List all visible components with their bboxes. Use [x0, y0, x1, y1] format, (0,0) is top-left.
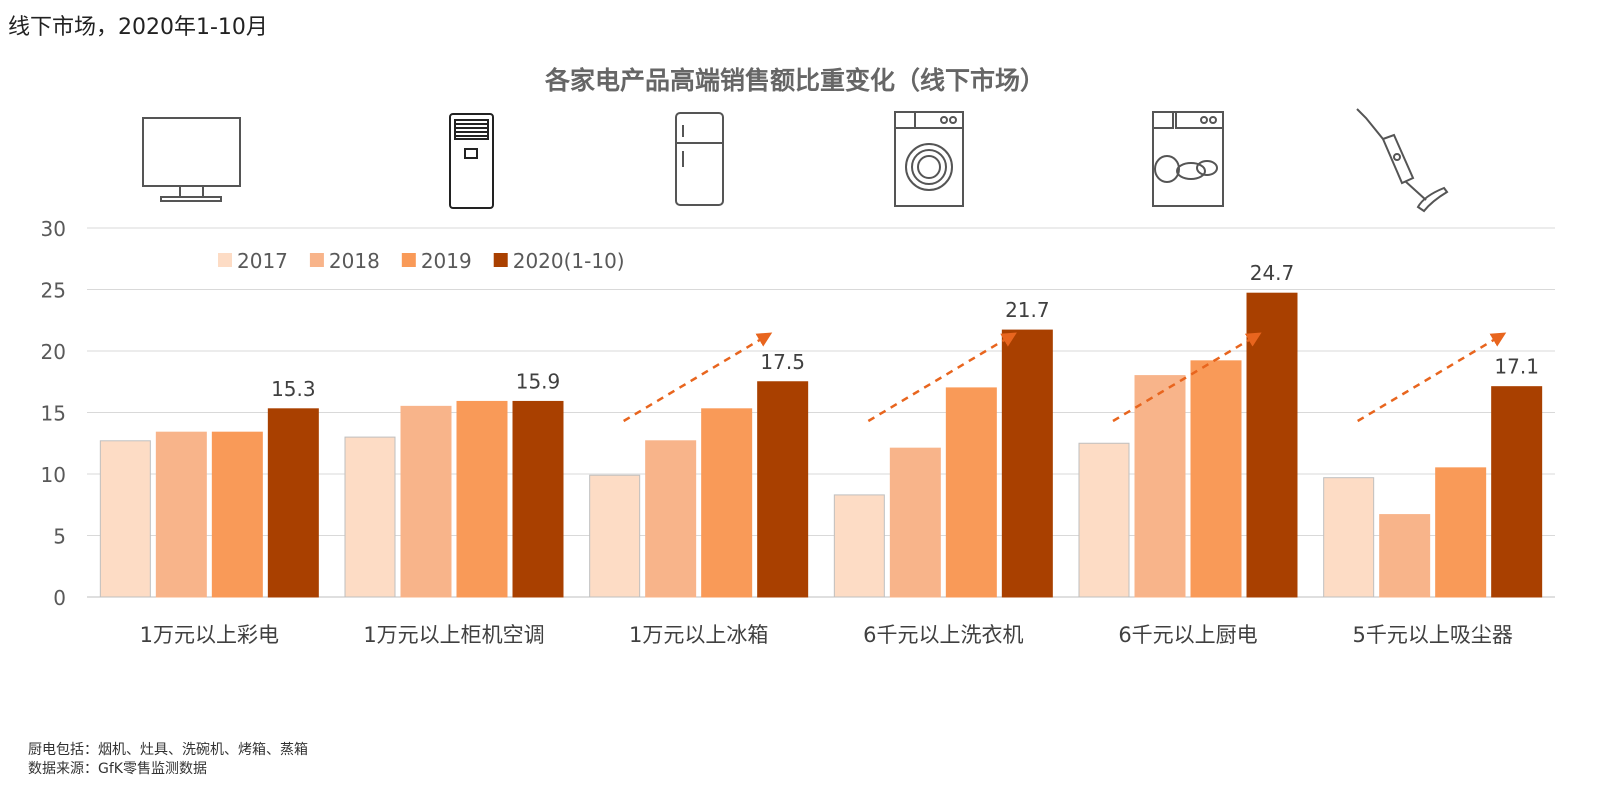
trend-arrows: [623, 332, 1507, 423]
bar: [1190, 360, 1242, 598]
category-label: 1万元以上彩电: [140, 623, 279, 647]
category-label: 1万元以上柜机空调: [363, 623, 544, 647]
y-tick-label: 25: [41, 279, 66, 303]
trend-arrow: [623, 332, 773, 423]
trend-arrow: [1112, 332, 1262, 423]
bar: [211, 431, 263, 598]
category-label: 6千元以上厨电: [1118, 623, 1257, 647]
legend-label: 2019: [421, 249, 472, 273]
bar: [1001, 329, 1053, 598]
bar: [833, 494, 885, 598]
legend-label: 2017: [237, 249, 288, 273]
data-label: 21.7: [1005, 298, 1050, 322]
bar: [344, 436, 396, 598]
refrigerator-icon: [675, 112, 724, 206]
footnote-kitchen: 厨电包括：烟机、灶具、洗碗机、烤箱、蒸箱: [28, 742, 308, 758]
bar: [1491, 386, 1543, 598]
bar: [1435, 467, 1487, 598]
category-label: 5千元以上吸尘器: [1352, 623, 1512, 647]
data-label: 17.1: [1494, 355, 1539, 379]
tv-icon: [142, 117, 241, 202]
bars: [99, 292, 1543, 598]
bar: [701, 408, 753, 598]
data-labels: 15.3 15.9 17.5 21.7 24.7 17.1: [271, 261, 1539, 401]
legend-label: 2020(1-10): [513, 249, 625, 273]
bar: [1323, 477, 1375, 598]
icon-row: [142, 108, 1449, 213]
y-axis-ticks: 0 5 10 15 20 25 30: [41, 217, 66, 610]
y-tick-label: 5: [53, 525, 66, 549]
bar: [589, 474, 641, 598]
x-axis-categories: 1万元以上彩电 1万元以上柜机空调 1万元以上冰箱 6千元以上洗衣机 6千元以上厨电 5千…: [140, 623, 1513, 647]
category-label: 1万元以上冰箱: [629, 623, 768, 647]
gridlines: [87, 227, 1555, 598]
legend-swatch: [493, 253, 508, 267]
data-label: 24.7: [1250, 261, 1295, 285]
bar: [1246, 292, 1298, 598]
footnote-source: 数据来源：GfK零售监测数据: [28, 761, 207, 777]
bar: [267, 408, 319, 598]
y-tick-label: 30: [41, 217, 66, 241]
bar: [456, 400, 508, 598]
bar: [99, 440, 151, 598]
page-subtitle: 线下市场，2020年1-10月: [8, 15, 268, 40]
washing-machine-icon: [894, 111, 964, 207]
y-tick-label: 0: [53, 586, 66, 610]
air-conditioner-icon: [449, 113, 494, 209]
legend-swatch: [309, 253, 324, 267]
vacuum-cleaner-icon: [1356, 108, 1449, 213]
category-label: 6千元以上洗衣机: [863, 623, 1023, 647]
data-label: 15.3: [271, 377, 316, 401]
data-label: 15.9: [516, 369, 561, 393]
legend-swatch: [218, 253, 232, 267]
legend: 2017 2018 2019 2020(1-10): [218, 249, 625, 273]
legend-swatch: [401, 253, 416, 267]
trend-arrow: [867, 332, 1017, 423]
y-tick-label: 10: [41, 463, 66, 487]
legend-label: 2018: [329, 249, 380, 273]
bar: [645, 440, 697, 598]
y-tick-label: 15: [41, 402, 66, 426]
bar: [155, 431, 207, 598]
bar: [1134, 375, 1186, 598]
bar: [400, 405, 452, 598]
bar: [512, 400, 564, 598]
y-tick-label: 20: [41, 340, 66, 364]
bar: [889, 447, 941, 598]
bar: [1379, 514, 1431, 598]
bar: [945, 387, 997, 598]
bar: [1078, 442, 1130, 598]
trend-arrow: [1357, 332, 1507, 423]
chart-title: 各家电产品高端销售额比重变化（线下市场）: [544, 66, 1045, 95]
data-label: 17.5: [760, 350, 805, 374]
dishwasher-icon: [1152, 111, 1224, 207]
bar: [757, 381, 809, 598]
